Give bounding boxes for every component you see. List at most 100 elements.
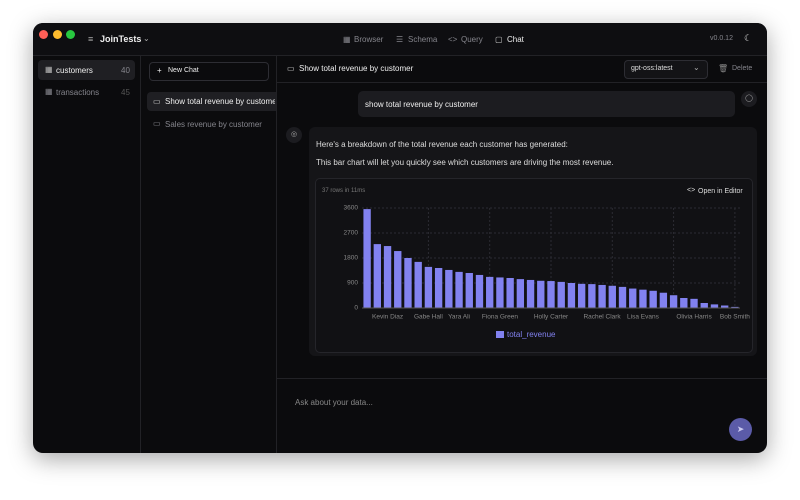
bar-chart: 0 900 1800 2700 3600 Kevin Diaz Gabe Hall Yara … xyxy=(344,205,751,339)
bar xyxy=(731,306,739,308)
icon: ▭ xyxy=(153,97,161,106)
bar xyxy=(690,298,698,308)
bar xyxy=(506,278,514,308)
user-message: show total revenue by customer xyxy=(365,100,478,109)
model-select[interactable] xyxy=(624,60,708,79)
bar xyxy=(373,244,382,308)
x-tick-label: Gabe Hall xyxy=(414,314,443,321)
icon: ▭ xyxy=(287,64,295,73)
new-chat-button[interactable] xyxy=(149,62,269,81)
new-chat-label: New Chat xyxy=(168,67,199,74)
bar xyxy=(475,274,484,308)
bar xyxy=(567,283,576,308)
user-bubble xyxy=(358,91,735,117)
delete-button[interactable]: Delete xyxy=(732,65,753,72)
chat-item-active[interactable] xyxy=(147,92,276,111)
bar xyxy=(629,288,637,308)
y-tick-label: 3600 xyxy=(344,205,359,212)
minimize-button[interactable] xyxy=(53,30,62,39)
y-tick-label: 0 xyxy=(354,305,358,312)
user-avatar: ◯ xyxy=(741,91,757,107)
bar xyxy=(577,283,586,308)
bar xyxy=(394,251,402,308)
y-tick-label: 900 xyxy=(347,280,358,287)
bar xyxy=(537,280,545,308)
bar xyxy=(516,279,525,308)
divider xyxy=(277,82,767,83)
icon: ▭ xyxy=(153,119,161,128)
table-name[interactable]: customers xyxy=(56,66,93,75)
y-tick-label: 2700 xyxy=(344,230,359,237)
bar xyxy=(424,266,433,308)
bar xyxy=(496,277,504,308)
table-count: 45 xyxy=(121,88,130,97)
send-button[interactable]: ➤ xyxy=(729,418,752,441)
x-tick-label: Olivia Harris xyxy=(676,314,712,321)
bar xyxy=(710,304,719,308)
table-count: 40 xyxy=(121,66,130,75)
bar xyxy=(588,284,596,308)
chat-title[interactable]: Show total revenue by customer xyxy=(165,97,275,106)
bar xyxy=(445,269,453,308)
bar xyxy=(618,286,627,308)
bar xyxy=(404,258,412,308)
nav-schema[interactable]: Schema xyxy=(408,35,438,44)
bar xyxy=(680,298,688,308)
nav-chat[interactable]: Chat xyxy=(507,35,524,44)
table-name[interactable]: transactions xyxy=(56,88,100,97)
nav-query[interactable]: Query xyxy=(461,35,483,44)
x-tick-label: Lisa Evans xyxy=(627,314,660,321)
bar xyxy=(557,281,565,308)
icon: + xyxy=(157,66,162,75)
chat-title[interactable]: Sales revenue by customer xyxy=(165,120,262,129)
icon: ▦ xyxy=(45,65,53,74)
conversation-title: Show total revenue by customer xyxy=(299,64,414,73)
bar xyxy=(434,268,443,308)
assistant-line: This bar chart will let you quickly see … xyxy=(316,158,614,167)
x-tick-label: Yara Ali xyxy=(448,314,470,321)
x-tick-label: Bob Smith xyxy=(720,314,750,321)
result-meta: 37 rows in 11ms xyxy=(322,188,366,194)
bar xyxy=(700,303,708,308)
icon: <> xyxy=(687,187,696,194)
divider xyxy=(277,378,767,379)
close-button[interactable] xyxy=(39,30,48,39)
app-name[interactable]: JoinTests xyxy=(100,34,142,44)
bar xyxy=(639,289,647,308)
chat-input[interactable]: Ask about your data... xyxy=(295,398,373,407)
icon: <> xyxy=(448,35,458,44)
legend-swatch xyxy=(496,331,504,338)
icon: ▦ xyxy=(45,87,53,96)
chevron: ⌄ xyxy=(693,63,700,72)
db-icon: ≡ xyxy=(88,34,94,44)
bar xyxy=(455,271,463,308)
title-bar xyxy=(33,23,767,56)
x-tick-label: Holly Carter xyxy=(534,314,569,321)
x-tick-label: Rachel Clark xyxy=(583,314,621,321)
theme-toggle[interactable]: ☾ xyxy=(744,33,753,43)
bar xyxy=(383,246,392,308)
version: v0.0.12 xyxy=(710,35,733,42)
model-name: gpt-oss:latest xyxy=(631,65,673,72)
table-row-active[interactable] xyxy=(38,60,135,80)
icon: 🗑 xyxy=(718,64,729,73)
zoom-button[interactable] xyxy=(66,30,75,39)
bar xyxy=(649,290,657,308)
divider xyxy=(276,56,277,453)
nav-browser[interactable]: Browser xyxy=(354,35,384,44)
legend-label: total_revenue xyxy=(507,330,556,339)
bar xyxy=(363,209,371,308)
result-card xyxy=(315,178,753,353)
divider xyxy=(140,56,141,453)
bar xyxy=(669,295,678,308)
bar xyxy=(598,284,606,308)
assistant-avatar: ◎ xyxy=(286,127,302,143)
bar xyxy=(547,281,555,308)
icon: ▦ xyxy=(343,35,351,44)
chevron: ⌄ xyxy=(143,34,150,43)
icon: ☰ xyxy=(396,35,404,44)
open-editor-button[interactable]: Open in Editor xyxy=(698,188,743,195)
bar xyxy=(486,276,494,308)
icon: ▢ xyxy=(495,35,503,44)
